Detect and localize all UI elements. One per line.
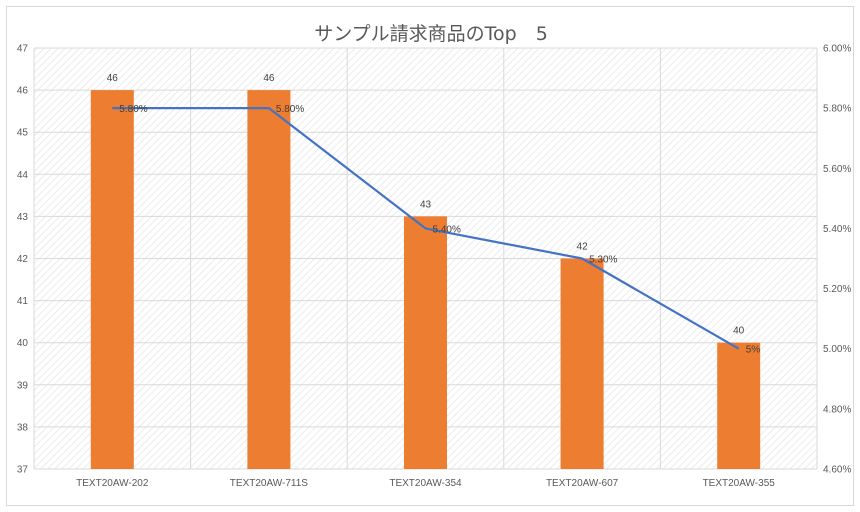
- bar: [560, 258, 604, 469]
- x-axis-tick-label: TEXT20AW-202: [76, 478, 149, 489]
- y-axis-tick-label: 40: [17, 338, 29, 349]
- bar-data-label: 40: [733, 326, 745, 337]
- line-data-label: 5.80%: [119, 104, 147, 115]
- bar-data-label: 42: [577, 242, 589, 253]
- y2-axis-tick-label: 5.40%: [823, 224, 851, 235]
- y-axis-tick-label: 38: [17, 422, 29, 433]
- bar-data-label: 46: [263, 73, 275, 84]
- x-axis-tick-label: TEXT20AW-711S: [230, 478, 309, 489]
- line-data-label: 5.80%: [276, 104, 304, 115]
- x-axis-tick-label: TEXT20AW-607: [546, 478, 619, 489]
- line-series: [112, 107, 740, 350]
- y-axis-tick-label: 43: [17, 212, 29, 223]
- x-axis-tick-label: TEXT20AW-355: [703, 478, 776, 489]
- y2-axis-tick-label: 5.20%: [823, 284, 851, 295]
- y-axis-tick-label: 37: [17, 465, 29, 476]
- bar: [717, 342, 761, 469]
- bar: [247, 90, 291, 469]
- y2-axis-tick-label: 5.00%: [823, 344, 851, 355]
- y-axis-tick-label: 41: [17, 296, 29, 307]
- line-data-label: 5%: [746, 345, 761, 356]
- combo-chart: サンプル請求商品のTop 5 46 46 43 42 40 5.80% 5.80% 5.40%…: [17, 23, 852, 489]
- bar: [90, 90, 134, 469]
- line-data-label: 5.40%: [433, 224, 461, 235]
- y2-axis-tick-label: 4.80%: [823, 404, 851, 415]
- line-data-label: 5.30%: [589, 255, 617, 266]
- y2-axis-tick-label: 6.00%: [823, 44, 851, 55]
- y2-axis-tick-label: 4.60%: [823, 465, 851, 476]
- bar-data-label: 43: [420, 199, 432, 210]
- chart-area: サンプル請求商品のTop 5 46 46 43 42 40 5.80% 5.80% 5.40%…: [6, 6, 854, 506]
- x-axis-tick-label: TEXT20AW-354: [389, 478, 462, 489]
- y-axis-tick-label: 46: [17, 86, 29, 97]
- y-axis-tick-label: 42: [17, 254, 29, 265]
- y2-axis-tick-label: 5.60%: [823, 164, 851, 175]
- y-axis-tick-label: 45: [17, 128, 29, 139]
- y-axis-tick-label: 44: [17, 170, 29, 181]
- bar-data-label: 46: [107, 73, 119, 84]
- y-axis-tick-label: 47: [17, 44, 29, 55]
- y-axis-tick-label: 39: [17, 380, 29, 391]
- bar: [404, 216, 447, 469]
- chart-title: サンプル請求商品のTop 5: [314, 23, 548, 45]
- y2-axis-tick-label: 5.80%: [823, 104, 851, 115]
